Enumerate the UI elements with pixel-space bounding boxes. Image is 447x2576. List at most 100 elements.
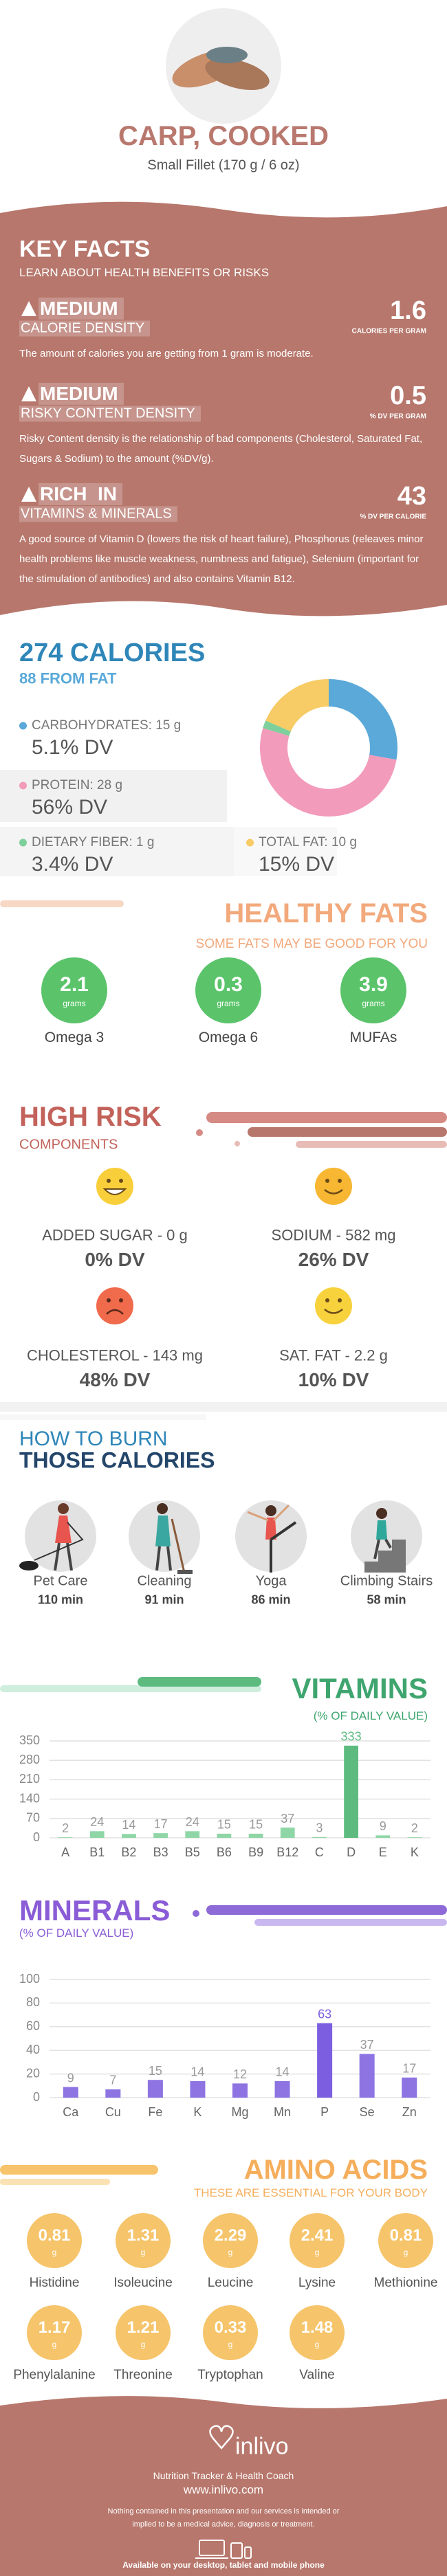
- amino-unit: g: [140, 2340, 146, 2350]
- x-tick-label: Mg: [231, 2105, 248, 2119]
- activity-icon: [129, 1500, 200, 1574]
- amino-circle: [116, 2305, 171, 2360]
- fat-amount: 0.3: [214, 973, 243, 996]
- bar: [89, 1831, 105, 1838]
- value-label: 3: [316, 1821, 323, 1835]
- amino-amount: 0.33: [214, 2318, 247, 2338]
- fact-icon: [21, 300, 37, 317]
- legend-dot: [246, 839, 254, 847]
- amino-unit: g: [228, 2247, 233, 2258]
- value-label: 14: [276, 2065, 290, 2079]
- deco-bar: [138, 1677, 261, 1687]
- fact-name: RISKY CONTENT DENSITY: [19, 406, 201, 422]
- risk-dv: 0% DV: [85, 1248, 145, 1270]
- bar: [375, 1835, 391, 1838]
- vitamins-chart: 0 70 140 210 280 350 2 A 24 B1 14 B2 17 B3 24 B5 15 B6 15 B…: [19, 1730, 430, 1859]
- amino-unit: g: [314, 2247, 320, 2258]
- fact-unit: % DV PER GRAM: [369, 412, 426, 421]
- value-label: 17: [154, 1817, 168, 1831]
- x-tick-label: Cu: [105, 2105, 121, 2119]
- amino-unit: g: [228, 2340, 233, 2350]
- donut-segment: [328, 679, 397, 760]
- bar: [274, 2080, 290, 2098]
- risk-label: ADDED SUGAR - 0 g: [42, 1226, 188, 1244]
- bar: [402, 2077, 417, 2098]
- availability: Available on your desktop, tablet and mo…: [122, 2560, 325, 2571]
- logo-heart: [209, 2425, 234, 2450]
- fat-unit: grams: [362, 999, 385, 1009]
- y-tick-label: 20: [26, 2066, 40, 2080]
- bar: [217, 1833, 232, 1838]
- value-label: 37: [281, 1812, 294, 1825]
- activity-icon: [19, 1500, 96, 1572]
- activity-name: Climbing Stairs: [340, 1573, 433, 1589]
- fact-text: The amount of calories you are getting f…: [19, 348, 314, 359]
- macro-label: PROTEIN: 28 g: [32, 778, 122, 793]
- macro-unit: g: [146, 835, 155, 850]
- activity-time: 91 min: [144, 1592, 184, 1607]
- value-label: 24: [90, 1815, 104, 1829]
- section-title: 274 CALORIES: [19, 639, 206, 668]
- value-label: 7: [109, 2074, 116, 2087]
- amino-amount: 0.81: [38, 2226, 71, 2245]
- y-tick-label: 280: [19, 1753, 40, 1766]
- fact-name: VITAMINS & MINERALS: [19, 506, 177, 522]
- tagline: Nutrition Tracker & Health Coach: [153, 2469, 294, 2481]
- amino-amount: 1.21: [127, 2318, 160, 2338]
- amino-name: Tryptophan: [197, 2368, 263, 2383]
- bar: [147, 2080, 163, 2098]
- macro-unit: g: [115, 778, 123, 793]
- deco-bar: [0, 1402, 447, 1412]
- deco-bar: [248, 1127, 447, 1137]
- fact-unit: % DV PER CALORIE: [360, 513, 426, 521]
- activity-time: 58 min: [367, 1592, 406, 1607]
- footer-band: [0, 2396, 447, 2576]
- x-tick-label: B1: [89, 1845, 105, 1859]
- fact-icon: [21, 486, 37, 502]
- x-tick-label: B12: [276, 1845, 298, 1859]
- section-subtitle: SOME FATS MAY BE GOOD FOR YOU: [195, 937, 428, 952]
- amino-circle: [203, 2213, 258, 2268]
- amino-unit: g: [52, 2340, 57, 2350]
- macro-amount: 15: [155, 718, 171, 733]
- macro-label: TOTAL FAT:: [259, 835, 328, 850]
- url: www.inlivo.com: [183, 2483, 264, 2497]
- value-label: 17: [402, 2062, 416, 2076]
- amino-name: Leucine: [207, 2276, 254, 2291]
- face-smile: [315, 1168, 352, 1205]
- risk-label: SAT. FAT - 2.2 g: [279, 1346, 388, 1364]
- section-subtitle: (% OF DAILY VALUE): [19, 1927, 134, 1940]
- bar: [122, 1834, 136, 1838]
- value-label: 9: [67, 2071, 74, 2085]
- face-grin: [96, 1168, 133, 1205]
- legend-dot: [19, 722, 27, 730]
- activity-time: 110 min: [37, 1592, 84, 1607]
- amino-circle: [378, 2213, 433, 2268]
- x-tick-label: Zn: [402, 2105, 417, 2119]
- macro-label: DIETARY FIBER:: [32, 835, 133, 850]
- macro-amount: 28: [97, 778, 112, 793]
- x-tick-label: B3: [153, 1845, 168, 1859]
- y-tick-label: 60: [26, 2019, 40, 2033]
- x-tick-label: P: [320, 2105, 329, 2119]
- value-label: 14: [190, 2065, 204, 2079]
- bar: [190, 2080, 206, 2098]
- section-subtitle: COMPONENTS: [19, 1137, 118, 1153]
- risk-label: SODIUM - 582 mg: [271, 1226, 396, 1244]
- activity-icon: [235, 1500, 307, 1573]
- fact-value: 0.5: [390, 381, 426, 411]
- value-label: 9: [380, 1819, 386, 1833]
- deco-bar: [0, 1685, 261, 1692]
- deco-bar: [0, 1414, 206, 1420]
- y-tick-label: 0: [33, 1830, 40, 1844]
- amino-name: Lysine: [298, 2276, 336, 2291]
- value-label: 2: [62, 1821, 69, 1835]
- face-smile: [315, 1287, 352, 1324]
- fact-icon: [21, 386, 37, 402]
- fat-circle: [340, 957, 406, 1023]
- fat-unit: grams: [63, 999, 86, 1009]
- section-title: HIGH RISK: [19, 1102, 162, 1132]
- macro-donut: [260, 679, 397, 817]
- x-tick-label: B9: [248, 1845, 263, 1859]
